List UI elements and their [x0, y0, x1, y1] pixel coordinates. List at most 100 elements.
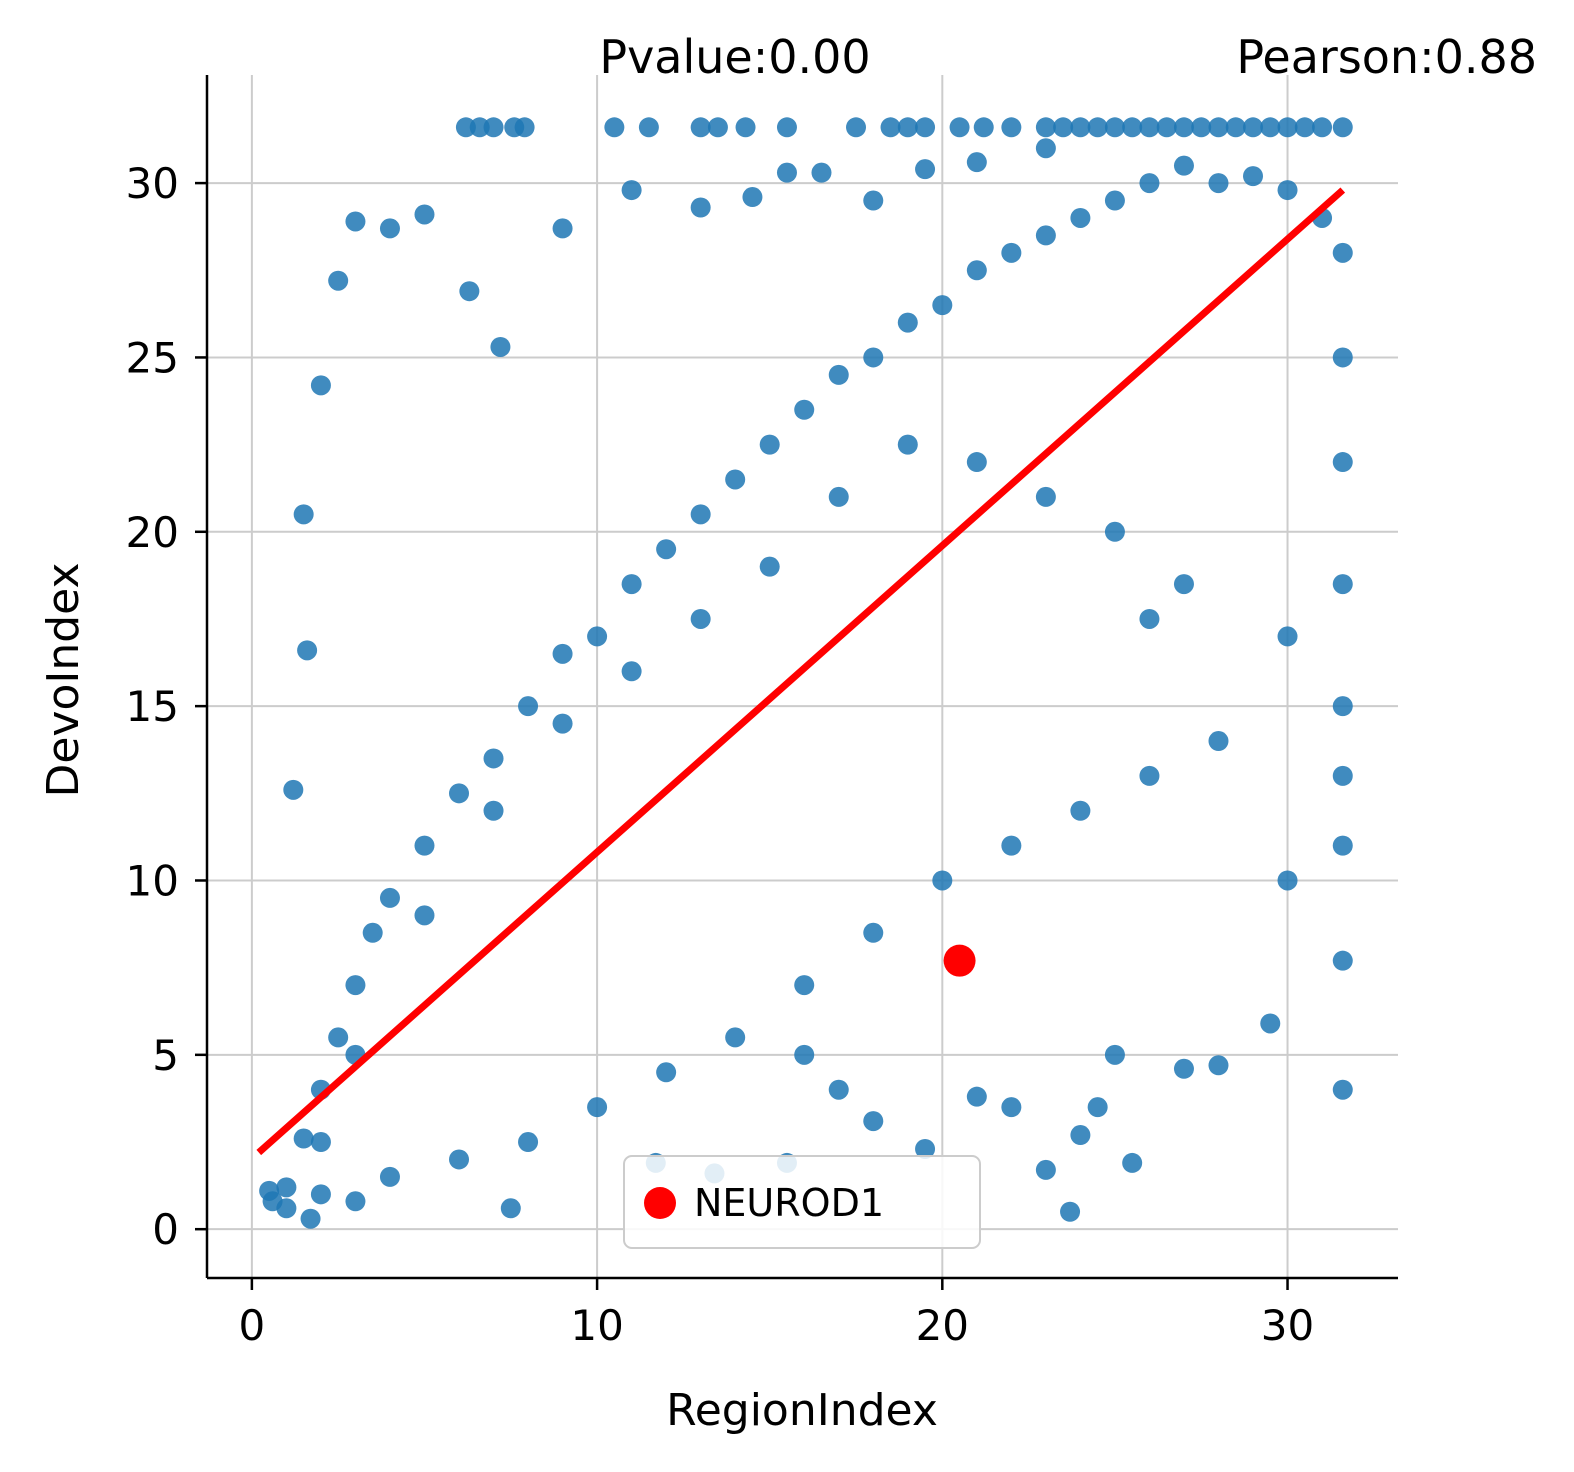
scatter-point — [310, 1184, 331, 1205]
scatter-point — [690, 197, 711, 218]
scatter-point — [621, 180, 642, 201]
legend-box — [623, 1155, 981, 1249]
scatter-point — [776, 162, 797, 183]
scatter-point — [1070, 1125, 1091, 1146]
scatter-point — [1139, 173, 1160, 194]
scatter-point — [863, 922, 884, 943]
scatter-point — [1156, 117, 1177, 138]
scatter-point — [1277, 626, 1298, 647]
scatter-point — [1208, 731, 1229, 752]
scatter-point — [1243, 117, 1264, 138]
scatter-point — [1332, 242, 1353, 263]
scatter-point — [1332, 452, 1353, 473]
scatter-point — [455, 117, 476, 138]
scatter-point — [725, 1027, 746, 1048]
scatter-point — [552, 713, 573, 734]
scatter-point — [483, 117, 504, 138]
scatter-point — [1087, 117, 1108, 138]
scatter-point — [459, 281, 480, 302]
scatter-point — [345, 211, 366, 232]
scatter-point — [1208, 117, 1229, 138]
scatter-point — [794, 975, 815, 996]
y-tick-label: 0 — [152, 1205, 179, 1254]
scatter-point — [1294, 117, 1315, 138]
scatter-point — [362, 922, 383, 943]
scatter-point — [1139, 117, 1160, 138]
scatter-point — [518, 696, 539, 717]
scatter-point — [1208, 173, 1229, 194]
scatter-point — [966, 1086, 987, 1107]
scatter-point — [915, 117, 936, 138]
scatter-point — [379, 887, 400, 908]
scatter-point — [1104, 190, 1125, 211]
scatter-point — [915, 1138, 936, 1159]
scatter-point — [932, 295, 953, 316]
scatter-point — [1312, 117, 1333, 138]
scatter-point — [449, 783, 470, 804]
scatter-point — [690, 117, 711, 138]
fit-line-group — [256, 187, 1346, 1156]
scatter-point — [1070, 207, 1091, 228]
scatter-point — [328, 270, 349, 291]
scatter-point — [1332, 696, 1353, 717]
scatter-points — [259, 117, 1353, 1229]
scatter-point — [1332, 574, 1353, 595]
scatter-point — [1139, 608, 1160, 629]
scatter-point — [638, 117, 659, 138]
highlight-points — [943, 944, 976, 977]
y-axis-label: DevoIndex — [38, 562, 89, 797]
scatter-point — [1277, 117, 1298, 138]
scatter-point — [500, 1198, 521, 1219]
scatter-point — [1332, 347, 1353, 368]
scatter-point — [1332, 1079, 1353, 1100]
scatter-point — [880, 117, 901, 138]
scatter-point — [1173, 1058, 1194, 1079]
scatter-point — [656, 539, 677, 560]
scatter-point — [1243, 166, 1264, 187]
scatter-point — [707, 117, 728, 138]
scatter-point — [932, 870, 953, 891]
scatter-point — [863, 1111, 884, 1132]
scatter-point — [897, 117, 918, 138]
scatter-point — [897, 312, 918, 333]
scatter-point — [1035, 138, 1056, 159]
scatter-point — [1035, 486, 1056, 507]
scatter-point — [621, 661, 642, 682]
x-tick-label: 10 — [570, 1301, 623, 1350]
scatter-point — [1070, 800, 1091, 821]
scatter-point — [345, 1191, 366, 1212]
scatter-point — [310, 1132, 331, 1153]
scatter-point — [828, 486, 849, 507]
scatter-point — [811, 162, 832, 183]
scatter-point — [414, 905, 435, 926]
scatter-point — [1035, 225, 1056, 246]
scatter-point — [1173, 155, 1194, 176]
scatter-point — [863, 190, 884, 211]
scatter-point — [276, 1177, 297, 1198]
scatter-point — [1001, 117, 1022, 138]
fit-line — [256, 187, 1346, 1156]
scatter-point — [966, 452, 987, 473]
scatter-point — [897, 434, 918, 455]
y-tick-label: 5 — [152, 1031, 179, 1080]
y-tick-label: 25 — [126, 333, 179, 382]
scatter-point — [725, 469, 746, 490]
scatter-point — [690, 608, 711, 629]
legend-marker-neurod1 — [644, 1187, 676, 1219]
y-tick-label: 15 — [126, 682, 179, 731]
y-tick-label: 20 — [126, 508, 179, 557]
scatter-point — [1208, 1055, 1229, 1076]
scatter-point — [656, 1062, 677, 1083]
scatter-point — [604, 117, 625, 138]
scatter-point — [379, 218, 400, 239]
scatter-point — [1173, 574, 1194, 595]
scatter-point — [1087, 1097, 1108, 1118]
scatter-point — [1001, 242, 1022, 263]
axes — [195, 75, 1398, 1290]
scatter-point — [1173, 117, 1194, 138]
scatter-point — [283, 779, 304, 800]
scatter-point — [863, 347, 884, 368]
scatter-point — [690, 504, 711, 525]
scatter-point — [966, 260, 987, 281]
grid-lines — [207, 75, 1398, 1278]
